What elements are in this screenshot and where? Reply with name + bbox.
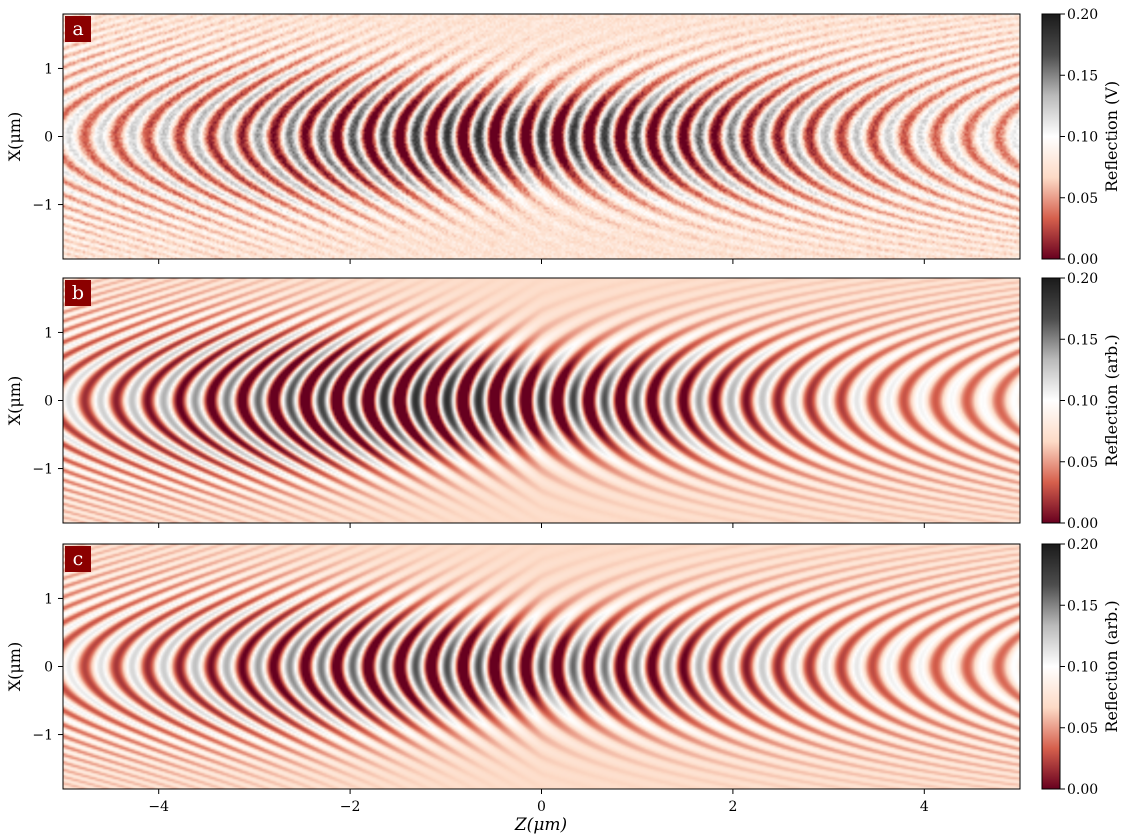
y-axis-label: X(μm) xyxy=(5,642,24,691)
colorbar-tick-label: 0.05 xyxy=(1067,191,1098,207)
colorbar-tick-label: 0.20 xyxy=(1067,537,1098,553)
heatmap-image xyxy=(63,14,1020,259)
panel-label-badge xyxy=(65,16,91,42)
y-tick-label: 0 xyxy=(44,130,53,146)
heatmap-image xyxy=(63,278,1020,523)
y-axis-label: X(μm) xyxy=(5,376,24,425)
colorbar-label: Reflection (arb.) xyxy=(1102,334,1121,466)
panel-label-badge xyxy=(65,280,91,306)
panel-label: b xyxy=(72,282,84,304)
colorbar-tick-label: 0.20 xyxy=(1067,271,1098,287)
colorbar-gradient xyxy=(1041,543,1061,790)
y-tick-label: 0 xyxy=(44,660,53,676)
colorbar-tick-label: 0.10 xyxy=(1067,130,1098,146)
colorbar-tick-label: 0.00 xyxy=(1067,782,1098,798)
colorbar-tick-label: 0.20 xyxy=(1067,7,1098,23)
colorbar-tick-label: 0.10 xyxy=(1067,394,1098,410)
panel-c: −4 −2 0 2 4 1 0 −1 X(μm) c 0.20 0.15 0.10 0.05 0.00 Ref… xyxy=(5,537,1121,815)
y-tick-label: −1 xyxy=(32,198,53,214)
colorbar: 0.20 0.15 0.10 0.05 0.00 Reflection (arb.) xyxy=(1041,271,1121,532)
x-tick-label: 2 xyxy=(728,799,737,815)
panel-label-badge xyxy=(65,546,91,572)
y-tick-label: −1 xyxy=(32,728,53,744)
colorbar-tick-label: 0.15 xyxy=(1067,68,1098,84)
x-axis-label: Z(μm) xyxy=(514,815,567,835)
panel-label: a xyxy=(72,18,83,40)
colorbar-tick-label: 0.05 xyxy=(1067,721,1098,737)
colorbar-tick-label: 0.05 xyxy=(1067,455,1098,471)
panel-b: 1 0 −1 X(μm) b 0.20 0.15 0.10 0.05 0.00 Reflection… xyxy=(5,271,1121,532)
colorbar-gradient xyxy=(1041,13,1061,260)
colorbar: 0.20 0.15 0.10 0.05 0.00 Reflection (arb.) xyxy=(1041,537,1121,798)
colorbar-tick-label: 0.15 xyxy=(1067,598,1098,614)
colorbar-gradient xyxy=(1041,277,1061,524)
colorbar-tick-label: 0.00 xyxy=(1067,252,1098,268)
y-tick-label: 1 xyxy=(44,325,53,341)
x-tick-label: 0 xyxy=(537,799,546,815)
y-tick-label: 1 xyxy=(44,591,53,607)
y-tick-label: 0 xyxy=(44,394,53,410)
heatmap-image xyxy=(63,544,1020,789)
colorbar-tick-label: 0.10 xyxy=(1067,660,1098,676)
colorbar-tick-label: 0.15 xyxy=(1067,332,1098,348)
y-axis-label: X(μm) xyxy=(5,112,24,161)
panel-label: c xyxy=(73,548,84,570)
colorbar: 0.20 0.15 0.10 0.05 0.00 Reflection (V) xyxy=(1041,7,1121,268)
colorbar-label: Reflection (V) xyxy=(1102,81,1121,192)
colorbar-tick-label: 0.00 xyxy=(1067,516,1098,532)
x-tick-label: 4 xyxy=(920,799,929,815)
y-tick-label: 1 xyxy=(44,61,53,77)
colorbar-label: Reflection (arb.) xyxy=(1102,600,1121,732)
x-tick-label: −2 xyxy=(340,799,361,815)
panel-a: 1 0 −1 X(μm) a 0.20 0.15 0.10 0.05 0.00 Reflection… xyxy=(5,7,1121,268)
y-tick-label: −1 xyxy=(32,462,53,478)
x-tick-label: −4 xyxy=(148,799,169,815)
